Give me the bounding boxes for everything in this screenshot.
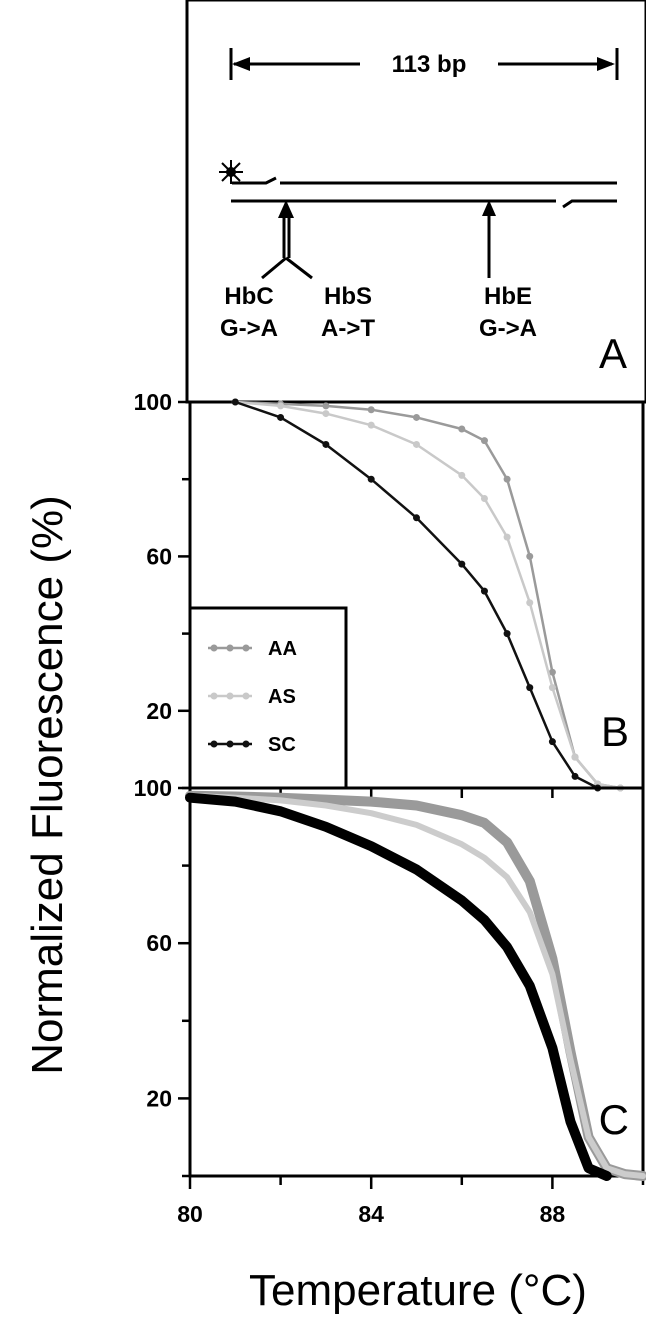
panel-b-series-sc-point <box>548 738 556 746</box>
panel-b-series-as-point <box>277 402 285 410</box>
hbe-arrowhead <box>482 200 496 216</box>
x-axis-label: Temperature (°C) <box>249 1266 587 1315</box>
panel-b-legend-label-sc: SC <box>268 734 296 756</box>
panel-b-series-sc-point <box>526 684 534 692</box>
panel-c-x-tick-label: 88 <box>540 1201 566 1227</box>
panel-b-series-sc-point <box>413 514 420 522</box>
panel-b-legend-marker-as <box>210 692 218 700</box>
panel-b-y-tick-label: 100 <box>134 389 172 415</box>
panel-a-diagram: 113 bp HbC G->A HbS A->T HbE G->A A <box>185 0 646 404</box>
panel-b-series-as-point <box>480 495 488 502</box>
panel-b-series-as-point <box>413 440 420 448</box>
panel-b-legend-label-as: AS <box>268 686 296 708</box>
forward-primer <box>232 176 277 185</box>
hbc-change: G->A <box>220 315 278 342</box>
panel-c-y-tick-label: 100 <box>134 775 172 801</box>
panel-b-series-sc-point <box>571 772 579 780</box>
panel-b-series-aa-point <box>480 437 488 445</box>
hbe-label: HbE <box>484 283 532 310</box>
length-arrowhead-right <box>597 57 615 71</box>
panel-b-series-sc-point <box>231 398 239 406</box>
panel-b-series-as-point <box>571 753 579 761</box>
panel-b-legend-marker-sc <box>226 740 234 748</box>
panel-a-letter: A <box>599 330 627 377</box>
panel-b-legend-marker-as <box>242 692 250 700</box>
panel-b-legend-marker-as <box>226 692 234 700</box>
panel-b-series-sc-point <box>480 587 488 595</box>
panel-b-series-aa-point <box>548 668 556 676</box>
panel-c-letter: C <box>599 1096 629 1143</box>
panel-b-series-as-point <box>503 533 511 541</box>
hbe-change: G->A <box>479 315 537 342</box>
panel-b-series-aa-point <box>526 552 534 560</box>
hbc-hbs-arrowhead <box>278 200 294 218</box>
panel-b-legend-label-aa: AA <box>268 638 297 660</box>
panel-c-x-tick-label: 80 <box>177 1201 203 1227</box>
panel-b-series-aa-point <box>322 402 330 410</box>
hbc-label: HbC <box>224 283 273 310</box>
panel-b-series-sc-point <box>322 440 330 448</box>
hbs-label: HbS <box>324 283 372 310</box>
panel-b-series-sc-point <box>458 560 466 568</box>
panel-c-x-tick-label: 84 <box>358 1201 384 1227</box>
hbs-change: A->T <box>321 315 375 342</box>
panel-b-legend-marker-aa <box>242 644 250 652</box>
length-arrowhead-left <box>232 57 250 71</box>
panel-b-series-sc-line <box>234 400 599 790</box>
sun-icon <box>219 160 243 184</box>
panel-c-chart: 100 60 20 80 84 88 C <box>134 775 646 1227</box>
y-axis-label: Normalized Fluorescence (%) <box>23 495 72 1075</box>
hbs-arrow-branch <box>285 256 313 280</box>
hbc-arrow-branch <box>261 256 287 280</box>
panel-b-series-as-point <box>458 471 466 479</box>
reverse-primer <box>562 199 617 209</box>
panel-c-series-as-line <box>187 792 646 1179</box>
panel-b-letter: B <box>601 708 629 755</box>
panel-b-series-as-point <box>367 421 375 429</box>
panel-b-legend-marker-aa <box>210 644 218 652</box>
panel-b-y-tick-label: 20 <box>146 698 172 724</box>
panel-b-series-as-point <box>322 410 330 418</box>
panel-c-frame <box>188 786 645 1178</box>
panel-b-chart: 100 60 20 AA AS SC B <box>134 389 645 792</box>
amplicon-length-label: 113 bp <box>392 51 467 78</box>
panel-b-legend-marker-aa <box>226 644 234 652</box>
panel-b-series-aa-point <box>413 413 420 421</box>
panel-b-legend-marker-sc <box>242 740 250 748</box>
panel-b-series-sc-point <box>367 475 375 483</box>
panel-b-series-sc-point <box>277 413 285 421</box>
panel-b-series-as-point <box>526 599 534 607</box>
panel-b-legend-marker-sc <box>210 740 218 748</box>
panel-b-series-aa-point <box>458 425 466 433</box>
panel-b-series-aa-point <box>367 406 375 414</box>
panel-c-series-aa-line <box>185 790 646 1181</box>
panel-b-series-sc-point <box>503 630 511 638</box>
panel-b-y-tick-label: 60 <box>146 543 172 569</box>
panel-b-series-aa-point <box>503 475 511 483</box>
panel-c-y-tick-label: 60 <box>146 930 172 956</box>
panel-b-series-as-point <box>548 684 556 692</box>
panel-c-series-sc-line <box>185 792 612 1181</box>
panel-c-y-tick-label: 20 <box>146 1085 172 1111</box>
